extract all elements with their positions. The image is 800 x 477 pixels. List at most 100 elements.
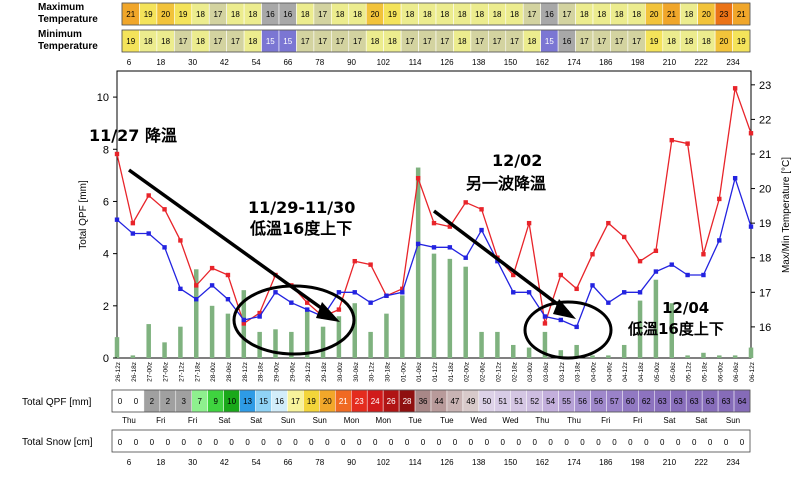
annotation-1204-title: 12/04: [662, 299, 709, 317]
left-axis-title: Total QPF [mm]: [78, 180, 89, 250]
qpf-value: 26: [387, 397, 396, 406]
qpf-cell: 63: [685, 389, 703, 413]
min-temp-cell: 15: [278, 29, 297, 53]
day-label: Sat: [695, 416, 708, 425]
qpf-bar: [542, 331, 548, 358]
qpf-value: 19: [307, 397, 316, 406]
max-temp-value: 20: [702, 10, 711, 19]
top-hour-tick: 126: [440, 58, 454, 67]
snow-value: 0: [277, 438, 282, 447]
x-time-label: 29-00z: [274, 362, 281, 382]
max-temp-cell: 19: [174, 2, 193, 26]
max-temp-cell: 18: [627, 2, 646, 26]
min-temp-value: 20: [719, 37, 728, 46]
bottom-hour-tick: 30: [188, 458, 197, 467]
x-time-label: 05-06z: [670, 362, 677, 382]
snow-value: 0: [644, 438, 649, 447]
max-temp-cell: 18: [418, 2, 437, 26]
max-temp-value: 16: [545, 10, 554, 19]
max-temp-point: [479, 207, 484, 212]
qpf-bar: [209, 305, 215, 358]
qpf-bar: [146, 324, 151, 358]
min-temp-value: 17: [615, 37, 624, 46]
snow-value: 0: [628, 438, 633, 447]
x-time-label: 30-12z: [369, 362, 376, 382]
min-temp-value: 17: [213, 37, 222, 46]
x-time-label: 05-00z: [654, 362, 661, 382]
x-time-label: 02-12z: [495, 362, 502, 382]
snow-value: 0: [118, 438, 123, 447]
max-temp-value: 20: [650, 10, 659, 19]
snow-value: 0: [548, 438, 553, 447]
min-temp-value: 15: [266, 37, 275, 46]
min-temp-cell: 17: [400, 29, 419, 53]
max-temp-value: 19: [179, 10, 188, 19]
top-hour-tick: 174: [567, 58, 581, 67]
bottom-hour-tick: 90: [347, 458, 356, 467]
qpf-cell: 0: [127, 389, 145, 413]
arrow-1: [127, 168, 333, 317]
min-temp-point: [130, 231, 136, 236]
x-time-label: 04-12z: [622, 362, 629, 382]
snow-value: 0: [261, 438, 266, 447]
qpf-cell: 3: [175, 389, 193, 413]
max-temp-cell: 18: [610, 2, 629, 26]
min-temp-value: 17: [318, 37, 327, 46]
qpf-value: 2: [166, 397, 171, 406]
min-temp-cell: 18: [662, 29, 681, 53]
min-temp-cell: 17: [348, 29, 367, 53]
top-hour-tick: 186: [599, 58, 613, 67]
snow-value: 0: [724, 438, 729, 447]
bottom-hour-tick: 150: [504, 458, 518, 467]
x-time-label: 27-12z: [178, 362, 185, 382]
left-tick-label: 10: [97, 92, 109, 104]
qpf-value: 20: [323, 397, 332, 406]
qpf-value: 63: [690, 397, 699, 406]
qpf-bar: [194, 269, 199, 358]
x-time-label: 27-06z: [163, 362, 170, 382]
x-time-label: 03-06z: [543, 362, 550, 382]
qpf-bar: [732, 355, 738, 358]
left-tick-label: 4: [103, 249, 109, 261]
max-temp-point: [178, 238, 183, 243]
day-label: Mon: [376, 416, 392, 425]
snow-value: 0: [373, 438, 378, 447]
max-temp-point: [400, 286, 405, 292]
bottom-hour-tick: 78: [315, 458, 324, 467]
qpf-cell: 62: [638, 389, 655, 413]
snow-value: 0: [612, 438, 617, 447]
min-temp-cell: 17: [627, 29, 646, 53]
right-axis-ticks: 16 17 18 19 20 21 22 23: [751, 80, 771, 334]
top-hour-tick: 102: [377, 58, 391, 67]
max-temp-point: [669, 137, 674, 143]
max-temp-label-2: Temperature: [38, 14, 98, 25]
bottom-hour-tick: 66: [283, 458, 292, 467]
max-temp-cell: 18: [331, 2, 350, 26]
max-temp-value: 18: [336, 10, 345, 19]
qpf-cell: 2: [143, 389, 161, 413]
max-temp-value: 21: [667, 10, 676, 19]
min-temp-cell: 19: [645, 29, 664, 53]
x-time-label: 30-06z: [353, 362, 360, 382]
max-temp-point: [637, 258, 643, 264]
max-temp-value: 19: [388, 10, 397, 19]
max-temp-value: 18: [231, 10, 240, 19]
max-temp-point: [574, 286, 579, 292]
qpf-bar: [273, 329, 278, 358]
snow-value: 0: [341, 438, 346, 447]
min-temp-point: [669, 262, 674, 267]
qpf-bar: [606, 355, 611, 358]
x-time-label: 04-06z: [606, 362, 613, 382]
x-time-label: 05-18z: [701, 362, 708, 382]
x-time-label: 02-18z: [511, 362, 518, 382]
min-temp-point: [542, 314, 548, 319]
min-temp-point: [653, 269, 659, 274]
min-temp-point: [273, 290, 278, 295]
min-temp-value: 17: [475, 37, 484, 46]
snow-value: 0: [197, 438, 202, 447]
qpf-value: 63: [674, 397, 683, 406]
min-temp-point: [146, 231, 151, 236]
snow-value: 0: [708, 438, 713, 447]
qpf-bar: [590, 355, 595, 358]
min-temp-value: 17: [231, 37, 240, 46]
